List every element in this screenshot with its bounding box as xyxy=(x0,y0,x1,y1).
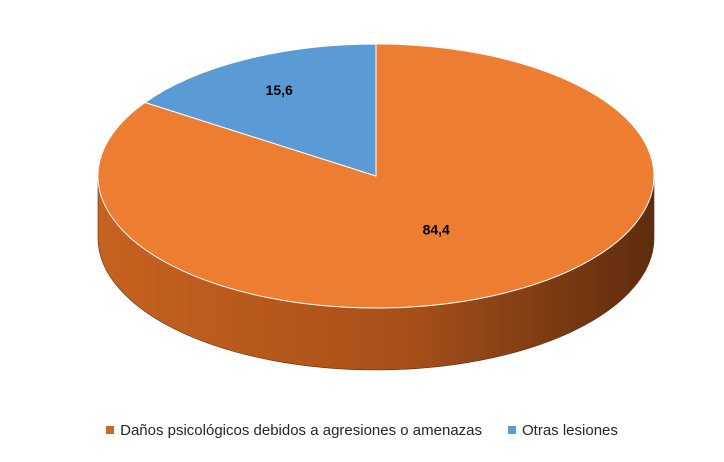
data-label-danos-psicologicos: 84,4 xyxy=(423,222,450,238)
legend-item-otras-lesiones: Otras lesiones xyxy=(508,422,618,439)
legend: Daños psicológicos debidos a agresiones … xyxy=(0,418,724,442)
legend-label-otras-lesiones: Otras lesiones xyxy=(522,421,618,439)
legend-swatch-orange xyxy=(106,426,115,434)
pie-chart-svg: 84,4 15,6 xyxy=(97,43,655,371)
legend-label-danos-psicologicos: Daños psicológicos debidos a agresiones … xyxy=(120,421,482,439)
pie-slice-danos-psicologicos xyxy=(97,43,655,309)
pie-slice-otras-lesiones xyxy=(143,43,377,177)
data-label-otras-lesiones: 15,6 xyxy=(266,82,293,98)
legend-item-danos-psicologicos: Daños psicológicos debidos a agresiones … xyxy=(106,422,482,439)
pie-chart: 84,4 15,6 xyxy=(97,43,655,371)
pie-top-face xyxy=(97,43,655,309)
legend-swatch-blue xyxy=(508,426,516,434)
pie-data-labels: 84,4 15,6 xyxy=(266,82,450,238)
